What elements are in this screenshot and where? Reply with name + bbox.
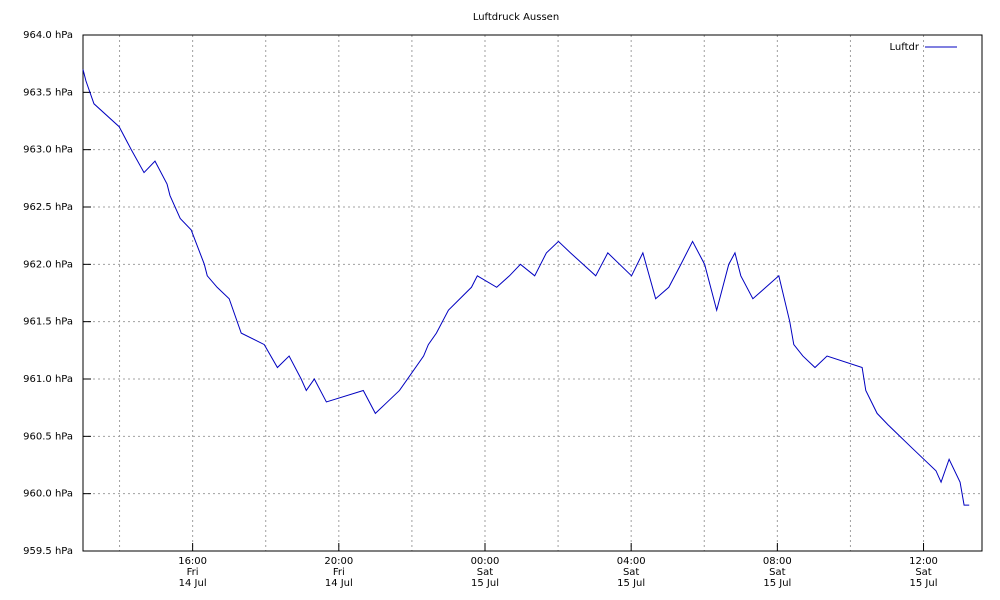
x-tick-label: 12:00 Sat 15 Jul	[909, 556, 938, 589]
y-tick-label: 962.5 hPa	[23, 202, 73, 213]
y-tick-label: 963.0 hPa	[23, 145, 73, 156]
y-tick-label: 963.5 hPa	[23, 87, 73, 98]
y-tick-label: 959.5 hPa	[23, 546, 73, 557]
legend-label: Luftdr	[890, 42, 920, 53]
chart-title: Luftdruck Aussen	[473, 12, 559, 23]
x-tick-label: 16:00 Fri 14 Jul	[178, 556, 208, 589]
x-tick-label: 04:00 Sat 15 Jul	[616, 556, 646, 589]
y-tick-label: 964.0 hPa	[23, 30, 73, 41]
x-tick-label: 00:00 Sat 15 Jul	[470, 556, 500, 589]
x-tick-label: 20:00 Fri 14 Jul	[324, 556, 354, 589]
x-tick-label: 08:00 Sat 15 Jul	[762, 556, 792, 589]
y-tick-label: 961.0 hPa	[23, 374, 73, 385]
y-tick-label: 960.0 hPa	[23, 489, 73, 500]
y-tick-label: 960.5 hPa	[23, 431, 73, 442]
data-line	[82, 69, 970, 506]
plot-frame	[82, 34, 983, 552]
y-tick-label: 962.0 hPa	[23, 259, 73, 270]
y-tick-label: 961.5 hPa	[23, 317, 73, 328]
